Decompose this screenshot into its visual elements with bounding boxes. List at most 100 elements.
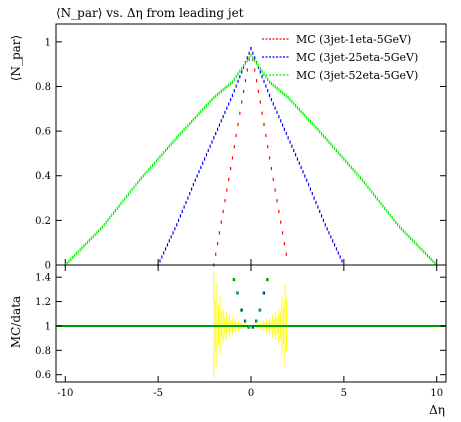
series-2-point	[332, 239, 334, 243]
series-1-point	[254, 68, 256, 72]
series-3-point	[428, 255, 430, 260]
series-3-point	[235, 75, 237, 79]
series-3-point	[179, 132, 182, 136]
series-2-point	[272, 102, 274, 106]
x-ticks: -10 -5 0 5 10	[57, 265, 443, 399]
series-2-point	[177, 218, 180, 222]
series-2-point	[270, 98, 273, 102]
x-tick-label: 0	[248, 388, 254, 399]
series-2-point	[300, 165, 302, 170]
series-3-point	[367, 185, 369, 189]
series-2-point	[166, 243, 169, 247]
series-3-point	[183, 128, 185, 132]
series-3-point	[246, 58, 248, 63]
series-3-point	[263, 72, 265, 76]
series-3-point	[144, 172, 146, 176]
series-1-point	[226, 188, 228, 192]
series-3-point	[150, 165, 152, 170]
series-3-point	[189, 122, 191, 126]
series-2-point	[278, 115, 280, 119]
series-2-point	[192, 183, 195, 187]
series-3-point	[404, 231, 406, 235]
series-3-point	[283, 92, 286, 97]
series-2-point	[307, 183, 310, 187]
ratio-y-tick-label: 0.8	[35, 346, 51, 357]
series-3-point	[354, 170, 356, 174]
series-2-point	[296, 157, 299, 161]
series-3-point	[90, 236, 92, 241]
series-3-point	[324, 136, 326, 140]
series-3-point	[105, 220, 107, 224]
x-axis-label: Δη	[429, 403, 445, 417]
series-3-point	[319, 130, 321, 134]
series-1-point	[274, 188, 276, 192]
series-3-point	[358, 174, 360, 178]
series-3-point	[385, 209, 388, 213]
series-1-point	[259, 100, 261, 104]
series-3-point	[177, 134, 180, 138]
series-3-point	[137, 180, 139, 185]
series-3-point	[259, 67, 261, 71]
series-3-point	[320, 132, 323, 136]
series-2-point	[287, 136, 289, 140]
series-1-point	[272, 177, 274, 181]
series-3-point	[411, 238, 414, 242]
series-2-point	[261, 75, 263, 79]
series-3-point	[242, 64, 245, 68]
series-2-point	[330, 235, 332, 239]
legend: MC (3jet-1eta-5GeV) MC (3jet-25eta-5GeV) M…	[262, 33, 418, 82]
series-3-point	[333, 146, 336, 151]
series-3-point	[116, 206, 118, 210]
series-2-point	[163, 251, 165, 255]
series-2-point	[233, 89, 235, 93]
series-2-point	[231, 93, 234, 98]
series-3-point	[413, 240, 416, 244]
series-2-point	[315, 200, 317, 205]
series-3-point	[131, 187, 133, 192]
series-2-point	[241, 70, 243, 74]
series-2-point	[268, 93, 271, 98]
series-3-point	[202, 108, 204, 112]
series-3-point	[265, 75, 267, 79]
series-3-point	[77, 250, 79, 254]
series-1-point	[231, 156, 234, 160]
series-3-point	[311, 122, 313, 126]
series-3-point	[72, 255, 74, 260]
series-2-point	[309, 187, 312, 191]
series-3-point	[417, 244, 419, 248]
series-3-point	[96, 231, 98, 235]
series-3-point	[73, 253, 76, 258]
series-2-point	[216, 127, 219, 131]
series-2-point	[202, 161, 204, 165]
series-3-point	[335, 148, 338, 153]
series-3-point	[432, 259, 434, 263]
ratio-y-tick-label: 1.4	[35, 273, 51, 284]
ratio-points	[232, 278, 269, 329]
series-2-point	[228, 102, 230, 106]
series-1-point	[270, 167, 273, 171]
series-2-point	[164, 247, 167, 251]
series-1-point	[261, 111, 263, 115]
series-3-point	[161, 153, 163, 157]
ratio-point	[241, 308, 243, 312]
series-3-point	[291, 100, 293, 104]
series-1-point	[276, 199, 278, 203]
series-3-point	[213, 96, 215, 100]
x-tick-label: -10	[57, 388, 73, 399]
series-2-point	[203, 157, 206, 161]
series-2-point	[250, 46, 252, 51]
series-2-point	[176, 223, 178, 227]
series-3-point	[109, 216, 111, 220]
main-y-tick-label: 0.8	[35, 82, 51, 93]
series-3-point	[244, 61, 247, 65]
series-3-point	[289, 98, 291, 102]
series-2-point	[328, 231, 330, 235]
series-3-point	[203, 106, 206, 110]
series-3-point	[220, 89, 222, 93]
series-2-point	[246, 56, 248, 60]
series-2-point	[317, 205, 319, 209]
series-3-point	[434, 261, 436, 265]
series-3	[64, 53, 436, 267]
ratio-panel-frame	[55, 264, 447, 383]
series-3-point	[326, 138, 328, 142]
